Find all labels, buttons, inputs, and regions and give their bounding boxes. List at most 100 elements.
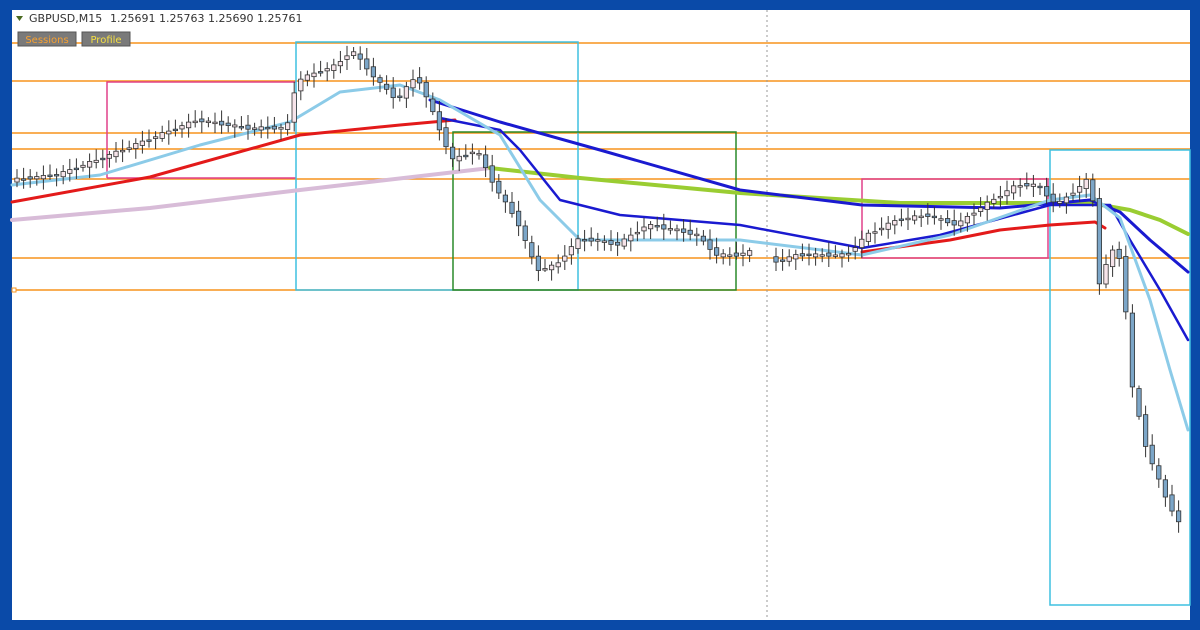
profile-button[interactable] [81, 31, 131, 47]
candle-body [430, 98, 436, 113]
candle-body [331, 64, 337, 71]
candle-body [469, 151, 476, 155]
candle-body [1070, 192, 1076, 196]
sessions-button[interactable] [17, 31, 77, 47]
candle-body [509, 201, 515, 214]
candle-body [238, 126, 244, 129]
candle-body [172, 128, 178, 132]
candle-body [1050, 193, 1056, 203]
sessions-button-label[interactable]: Sessions [25, 35, 68, 46]
candle-body [34, 176, 40, 180]
candle-body [1096, 198, 1102, 285]
candle-body [885, 222, 891, 230]
candle-body [628, 234, 634, 242]
candle-body [661, 224, 667, 230]
candle-body [568, 246, 575, 256]
candle-body [120, 149, 126, 153]
candle-body [324, 68, 330, 72]
candle-body [133, 143, 139, 149]
candle-body [166, 130, 172, 135]
candle-body [905, 217, 911, 221]
candle-body [410, 79, 416, 89]
candle-body [780, 259, 786, 262]
candle-body [667, 228, 674, 231]
candle-body [687, 229, 693, 235]
quote-label: 1.25691 1.25763 1.25690 1.25761 [110, 12, 302, 25]
candle-body [496, 180, 502, 194]
candle-body [529, 242, 535, 258]
candle-body [720, 253, 726, 258]
candle-body [185, 121, 192, 129]
candle-body [350, 51, 357, 56]
candle-body [1030, 183, 1036, 187]
candle-body [390, 87, 396, 99]
candle-body [931, 215, 938, 219]
candle-body [945, 218, 951, 224]
candle-body [634, 231, 641, 235]
candle-body [1037, 185, 1043, 189]
profile-button-label[interactable]: Profile [90, 35, 121, 46]
candle-body [898, 218, 905, 221]
candle-body [27, 176, 33, 180]
candle-body [740, 252, 746, 256]
candle-body [872, 231, 878, 234]
candle-body [958, 220, 964, 227]
candle-body [997, 195, 1004, 199]
candle-body [1077, 186, 1083, 193]
toolbar: GBPUSD,M15 1.25691 1.25763 1.25690 1.257… [16, 12, 302, 47]
candle-body [1169, 494, 1175, 512]
candle-body [383, 83, 390, 90]
candle-body [502, 194, 509, 203]
candle-body [912, 215, 918, 221]
candle-body [482, 154, 489, 169]
candle-body [951, 220, 957, 226]
candle-body [925, 213, 931, 217]
candle-body [654, 225, 660, 228]
candle-body [225, 122, 231, 126]
candle-body [648, 224, 654, 230]
candle-body [456, 155, 462, 162]
candle-body [126, 147, 132, 150]
candle-body [707, 239, 713, 250]
candle-body [1149, 444, 1155, 465]
candle-body [416, 77, 423, 84]
candle-body [1162, 479, 1168, 498]
ma-line [10, 118, 457, 204]
candle-body [449, 146, 456, 160]
candle-body [879, 227, 885, 231]
ma-line [10, 83, 1190, 432]
candle-body [727, 254, 733, 257]
candle-body [278, 126, 284, 130]
candle-body [1156, 465, 1162, 480]
candle-body [73, 167, 79, 171]
candle-body [370, 66, 377, 78]
candle-body [978, 207, 984, 212]
candle-body [984, 201, 990, 210]
candle-body [1110, 249, 1116, 268]
candle-body [1143, 414, 1149, 447]
candle-body [258, 126, 264, 131]
candle-body [700, 235, 707, 242]
candle-body [423, 81, 429, 98]
candle-body [291, 92, 297, 123]
candle-body [918, 215, 924, 219]
candle-body [1103, 264, 1109, 285]
candle-body [694, 233, 700, 237]
candle-body [641, 226, 647, 232]
candle-body [793, 254, 799, 260]
candle-body [555, 262, 561, 268]
ma-line [10, 166, 492, 222]
candle-body [271, 125, 278, 130]
candle-body [1129, 312, 1135, 388]
candle-body [152, 136, 159, 139]
candle-body [357, 53, 363, 60]
candle-body [284, 122, 291, 130]
candle-body [159, 132, 165, 139]
candle-body [1136, 388, 1142, 417]
candle-body [832, 254, 839, 257]
candle-body [1011, 185, 1017, 194]
candle-body [1004, 190, 1010, 197]
candle-body [337, 61, 344, 67]
candle-body [60, 171, 66, 178]
candle-body [621, 238, 627, 247]
